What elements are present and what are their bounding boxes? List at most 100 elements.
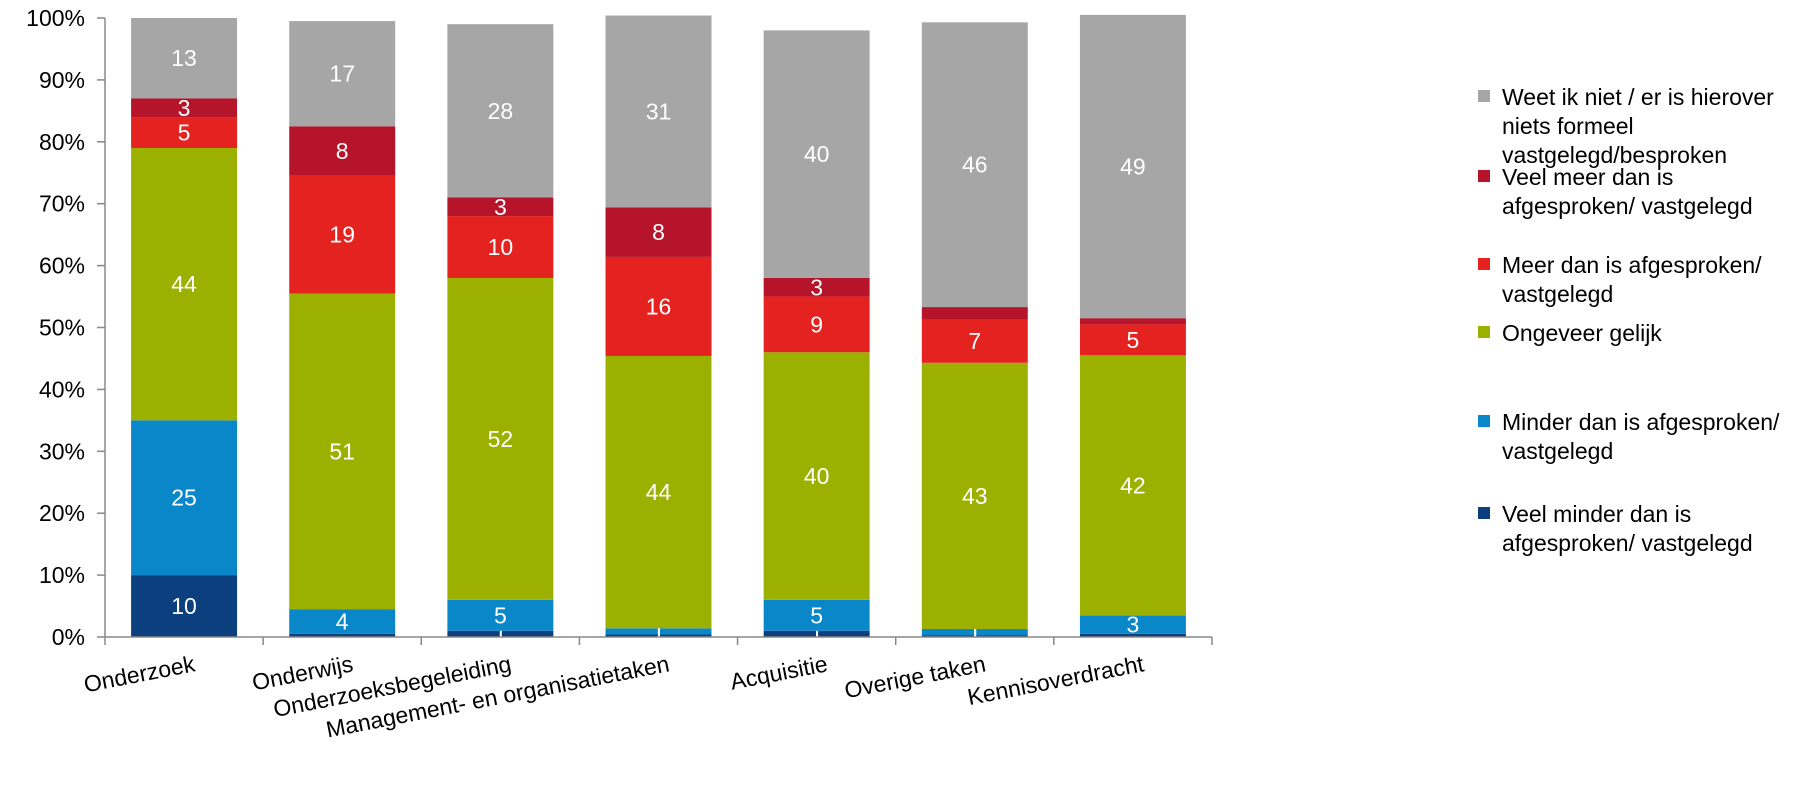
- data-label: 43: [962, 483, 988, 509]
- bar-segment: [605, 628, 712, 635]
- bar-segment: [289, 175, 396, 294]
- bar-segment: [605, 15, 712, 208]
- y-tick-label: 30%: [39, 438, 85, 464]
- data-label: 46: [962, 152, 988, 178]
- bar-segment: [1079, 355, 1186, 616]
- bar-segment: [447, 216, 554, 278]
- y-tick-label: 40%: [39, 376, 85, 402]
- data-label: 17: [329, 61, 355, 87]
- bar-segment: [289, 126, 396, 176]
- legend-swatch: [1478, 507, 1490, 519]
- bar-segment: [289, 293, 396, 610]
- legend: Weet ik niet / er is hierover niets forme…: [1478, 84, 1780, 556]
- data-label: 9: [810, 311, 823, 337]
- bar-segment: [1079, 318, 1186, 325]
- bar-segment: [921, 628, 1028, 636]
- bar-segment: [605, 207, 712, 257]
- bar-segment: [763, 296, 870, 353]
- bars-layer: 1025445313451198171552103281441683115409…: [131, 14, 1186, 647]
- legend-label: Ongeveer gelijk: [1502, 320, 1662, 346]
- legend-label: Veel meer dan is: [1502, 164, 1673, 190]
- bar-segment: [447, 24, 554, 198]
- y-tick-label: 100%: [26, 5, 85, 31]
- data-label: 28: [488, 98, 514, 124]
- bar-segment: [131, 147, 238, 421]
- legend-swatch: [1478, 326, 1490, 338]
- bar-segment: [921, 22, 1028, 308]
- bar-segment: [1079, 615, 1186, 634]
- bar-segment: [605, 634, 712, 637]
- bar-segment: [447, 197, 554, 217]
- bar-segment: [131, 98, 238, 118]
- data-label: 7: [968, 328, 981, 354]
- x-category-label: Overige taken: [842, 650, 988, 703]
- data-label: 10: [488, 234, 514, 260]
- x-category-label: Kennisoverdracht: [965, 650, 1146, 710]
- data-label: 3: [494, 194, 507, 220]
- data-label: 3: [178, 95, 191, 121]
- legend-swatch: [1478, 415, 1490, 427]
- bar-segment: [289, 21, 396, 127]
- data-label: 4: [336, 609, 349, 635]
- y-tick-label: 50%: [39, 315, 85, 341]
- data-label: 51: [329, 438, 355, 464]
- data-label: 5: [178, 120, 191, 146]
- data-label: 31: [646, 98, 672, 124]
- data-label: 13: [171, 45, 197, 71]
- bar-segment: [921, 362, 1028, 629]
- x-category-label: Acquisitie: [728, 650, 830, 694]
- x-category-label: Onderzoek: [82, 650, 198, 697]
- data-label: 19: [329, 222, 355, 248]
- legend-swatch: [1478, 90, 1490, 102]
- data-label: 40: [804, 141, 830, 167]
- bar-segment: [131, 117, 238, 148]
- bar-segment: [1079, 324, 1186, 356]
- bar-segment: [447, 630, 554, 637]
- bar-segment: [131, 18, 238, 99]
- y-tick-label: 80%: [39, 129, 85, 155]
- data-label: 42: [1120, 472, 1146, 498]
- data-label: 44: [171, 271, 197, 297]
- legend-label: niets formeel: [1502, 113, 1634, 139]
- data-label: 52: [488, 426, 514, 452]
- bar-segment: [131, 420, 238, 576]
- legend-label: afgesproken/ vastgelegd: [1502, 193, 1753, 219]
- legend-label: vastgelegd: [1502, 281, 1613, 307]
- legend-label: afgesproken/ vastgelegd: [1502, 530, 1753, 556]
- bar-segment: [763, 30, 870, 278]
- bar-segment: [763, 630, 870, 637]
- data-label: 25: [171, 485, 197, 511]
- data-label: 10: [171, 593, 197, 619]
- bar-segment: [763, 352, 870, 600]
- y-tick-label: 20%: [39, 500, 85, 526]
- bar-segment: [131, 575, 238, 637]
- bar-segment: [605, 256, 712, 356]
- bar-segment: [921, 635, 1028, 637]
- legend-label: Meer dan is afgesproken/: [1502, 252, 1762, 278]
- bar-segment: [921, 319, 1028, 363]
- data-label: 40: [804, 463, 830, 489]
- legend-swatch: [1478, 170, 1490, 182]
- bar-segment: [763, 599, 870, 631]
- y-tick-label: 0%: [52, 624, 85, 650]
- data-label: 49: [1120, 154, 1146, 180]
- y-tick-label: 70%: [39, 191, 85, 217]
- y-tick-label: 90%: [39, 67, 85, 93]
- bar-segment: [289, 609, 396, 634]
- data-label: 5: [1127, 327, 1140, 353]
- bar-segment: [447, 599, 554, 631]
- bar-segment: [921, 307, 1028, 320]
- legend-label: vastgelegd: [1502, 438, 1613, 464]
- legend-label: Minder dan is afgesproken/: [1502, 409, 1780, 435]
- bar-segment: [289, 633, 396, 637]
- data-label: 3: [1127, 612, 1140, 638]
- data-label: 16: [646, 293, 672, 319]
- bar-segment: [763, 277, 870, 297]
- legend-label: vastgelegd/besproken: [1502, 142, 1727, 168]
- legend-label: Veel minder dan is: [1502, 501, 1691, 527]
- bar-segment: [1079, 633, 1186, 637]
- bar-segment: [1079, 14, 1186, 319]
- legend-label: Weet ik niet / er is hierover: [1502, 84, 1774, 110]
